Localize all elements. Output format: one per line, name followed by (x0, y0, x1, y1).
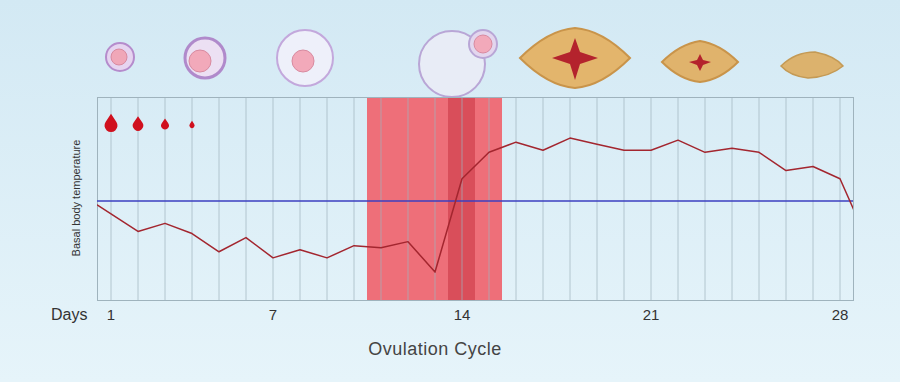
svg-text:28: 28 (832, 306, 849, 323)
html-text:Ovulation Cycle: Ovulation Cycle (368, 339, 502, 359)
html-text:Days: Days (51, 306, 88, 323)
svg-text:1: 1 (107, 306, 115, 323)
svg-text:7: 7 (269, 306, 277, 323)
svg-text:14: 14 (454, 306, 471, 323)
html-text:Basal body temperature: Basal body temperature (70, 139, 82, 257)
svg-text:21: 21 (643, 306, 660, 323)
